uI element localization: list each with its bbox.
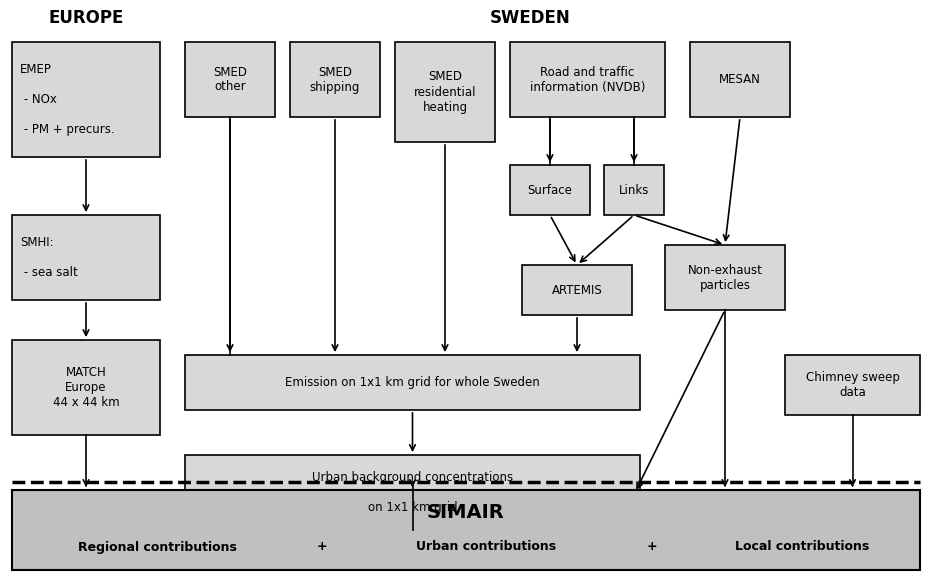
Bar bbox=[665, 245, 785, 310]
Text: +: + bbox=[646, 540, 658, 554]
Text: ARTEMIS: ARTEMIS bbox=[552, 283, 602, 297]
Text: MATCH
Europe
44 x 44 km: MATCH Europe 44 x 44 km bbox=[52, 366, 120, 409]
Bar bbox=[185, 355, 640, 410]
Bar bbox=[12, 340, 160, 435]
Text: Non-exhaust
particles: Non-exhaust particles bbox=[687, 264, 762, 291]
Text: Regional contributions: Regional contributions bbox=[78, 540, 236, 554]
Text: SMED
shipping: SMED shipping bbox=[310, 65, 361, 94]
Bar bbox=[510, 42, 665, 117]
Bar bbox=[690, 42, 790, 117]
Bar bbox=[185, 455, 640, 530]
Text: Urban contributions: Urban contributions bbox=[416, 540, 556, 554]
Text: EUROPE: EUROPE bbox=[49, 9, 123, 27]
Text: SMED
other: SMED other bbox=[213, 65, 247, 94]
Bar bbox=[395, 42, 495, 142]
Text: Links: Links bbox=[619, 183, 649, 197]
Text: SIMAIR: SIMAIR bbox=[427, 502, 505, 521]
Bar bbox=[510, 165, 590, 215]
Text: Surface: Surface bbox=[528, 183, 573, 197]
Text: MESAN: MESAN bbox=[719, 73, 761, 86]
Text: SWEDEN: SWEDEN bbox=[489, 9, 571, 27]
Text: +: + bbox=[317, 540, 327, 554]
Text: Urban background concentrations

on 1x1 km grid: Urban background concentrations on 1x1 k… bbox=[312, 471, 513, 514]
Bar bbox=[12, 42, 160, 157]
Bar bbox=[785, 355, 920, 415]
Text: EMEP

 - NOx

 - PM + precurs.: EMEP - NOx - PM + precurs. bbox=[20, 63, 115, 136]
Text: SMED
residential
heating: SMED residential heating bbox=[414, 71, 476, 113]
Text: Chimney sweep
data: Chimney sweep data bbox=[805, 371, 899, 399]
Text: Emission on 1x1 km grid for whole Sweden: Emission on 1x1 km grid for whole Sweden bbox=[285, 376, 540, 389]
Bar bbox=[12, 490, 920, 570]
Bar bbox=[522, 265, 632, 315]
Text: SMHI:

 - sea salt: SMHI: - sea salt bbox=[20, 236, 78, 279]
Bar bbox=[290, 42, 380, 117]
Bar bbox=[185, 42, 275, 117]
Text: Local contributions: Local contributions bbox=[735, 540, 870, 554]
Bar bbox=[604, 165, 664, 215]
Bar bbox=[12, 215, 160, 300]
Text: Road and traffic
information (NVDB): Road and traffic information (NVDB) bbox=[530, 65, 645, 94]
